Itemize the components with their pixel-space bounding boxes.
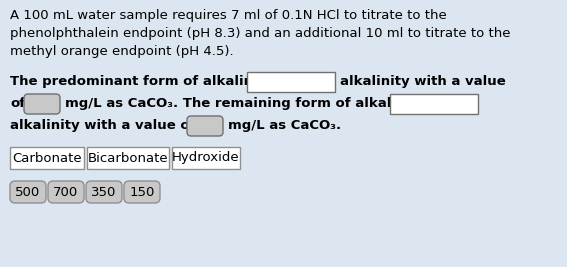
Text: of: of [10, 97, 25, 110]
Bar [172, 147, 240, 169]
Bar [10, 147, 84, 169]
Text: alkalinity with a value of: alkalinity with a value of [10, 119, 196, 132]
Text: A 100 mL water sample requires 7 ml of 0.1N HCl to titrate to the: A 100 mL water sample requires 7 ml of 0… [10, 9, 447, 22]
Text: 350: 350 [91, 186, 117, 198]
Text: methyl orange endpoint (pH 4.5).: methyl orange endpoint (pH 4.5). [10, 45, 234, 58]
Bar [87, 147, 169, 169]
Text: phenolphthalein endpoint (pH 8.3) and an additional 10 ml to titrate to the: phenolphthalein endpoint (pH 8.3) and an… [10, 27, 510, 40]
Text: alkalinity with a value: alkalinity with a value [340, 75, 506, 88]
FancyBboxPatch shape [24, 94, 60, 114]
Bar [390, 94, 478, 114]
FancyBboxPatch shape [187, 116, 223, 136]
Text: mg/L as CaCO₃. The remaining form of alkalinity is: mg/L as CaCO₃. The remaining form of alk… [65, 97, 442, 110]
Text: Hydroxide: Hydroxide [172, 151, 240, 164]
Text: 500: 500 [15, 186, 41, 198]
Text: 150: 150 [129, 186, 155, 198]
Text: Bicarbonate: Bicarbonate [88, 151, 168, 164]
Bar [247, 72, 335, 92]
Text: The predominant form of alkalinity is: The predominant form of alkalinity is [10, 75, 290, 88]
Text: mg/L as CaCO₃.: mg/L as CaCO₃. [228, 119, 341, 132]
Text: 700: 700 [53, 186, 79, 198]
FancyBboxPatch shape [124, 181, 160, 203]
Text: Carbonate: Carbonate [12, 151, 82, 164]
FancyBboxPatch shape [10, 181, 46, 203]
FancyBboxPatch shape [48, 181, 84, 203]
FancyBboxPatch shape [86, 181, 122, 203]
